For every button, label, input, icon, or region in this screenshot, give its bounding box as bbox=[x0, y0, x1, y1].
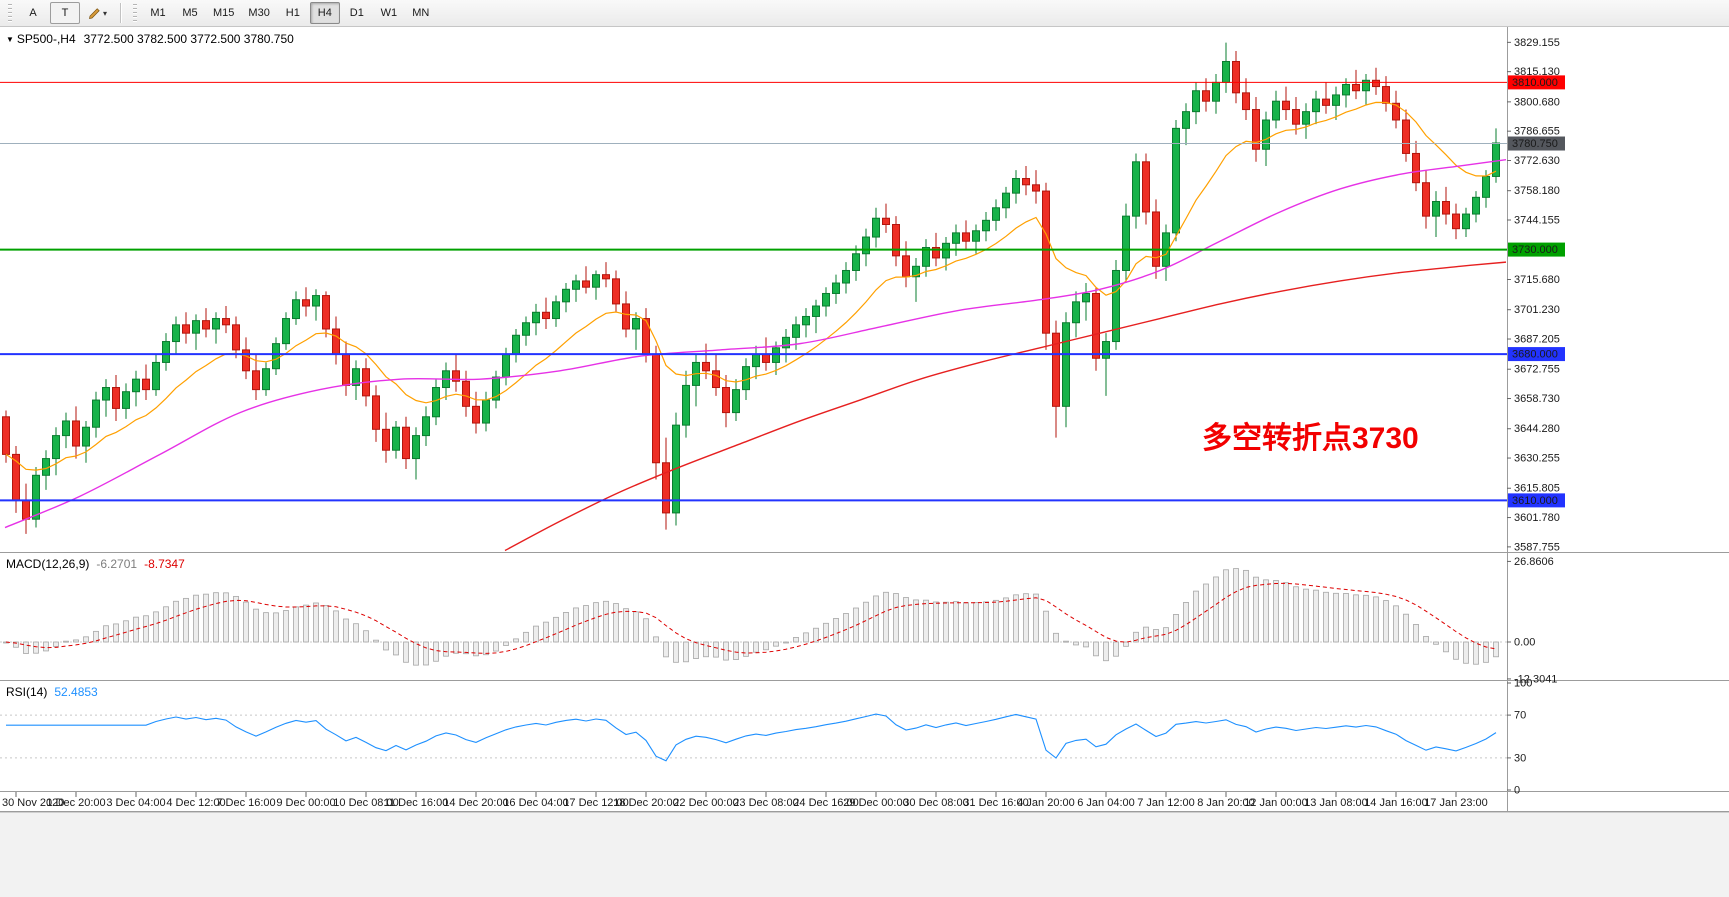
svg-text:29 Dec 00:00: 29 Dec 00:00 bbox=[843, 797, 908, 809]
toolbar: A T ▾ M1 M5 M15 M30 H1 H4 D1 W1 MN bbox=[0, 0, 1729, 27]
timeframe-m5-button[interactable]: M5 bbox=[182, 7, 198, 19]
annotate-tool-button[interactable]: A bbox=[29, 7, 37, 19]
svg-text:3758.180: 3758.180 bbox=[1514, 185, 1560, 197]
macd-histogram bbox=[3, 568, 1499, 666]
svg-text:3780.750: 3780.750 bbox=[1512, 138, 1558, 150]
svg-text:16 Dec 04:00: 16 Dec 04:00 bbox=[503, 797, 568, 809]
timeframe-h4-button[interactable]: H4 bbox=[309, 2, 340, 24]
toolbar-separator bbox=[120, 3, 123, 23]
rsi-axis-labels: 100 70 30 0 bbox=[1507, 678, 1532, 797]
draw-pen-icon bbox=[89, 7, 100, 19]
draw-tool-button[interactable]: ▾ bbox=[82, 2, 113, 24]
svg-text:3744.155: 3744.155 bbox=[1514, 214, 1560, 226]
ma-mid-line bbox=[4, 159, 1507, 529]
svg-text:31 Dec 16:00: 31 Dec 16:00 bbox=[963, 797, 1028, 809]
timeframe-m1-button[interactable]: M1 bbox=[150, 7, 166, 19]
price-tag: 3810.000 bbox=[1508, 75, 1565, 90]
svg-text:17 Dec 12:00: 17 Dec 12:00 bbox=[563, 797, 628, 809]
timeframe-mn-button[interactable]: MN bbox=[412, 7, 430, 19]
svg-text:0.00: 0.00 bbox=[1514, 637, 1535, 649]
svg-text:23 Dec 08:00: 23 Dec 08:00 bbox=[733, 797, 798, 809]
svg-text:-12.3041: -12.3041 bbox=[1514, 673, 1557, 685]
svg-text:3687.205: 3687.205 bbox=[1514, 334, 1560, 346]
svg-text:3680.000: 3680.000 bbox=[1512, 349, 1558, 361]
ma-slow-line bbox=[504, 261, 1507, 552]
svg-text:3829.155: 3829.155 bbox=[1514, 37, 1560, 49]
svg-text:14 Dec 20:00: 14 Dec 20:00 bbox=[443, 797, 508, 809]
svg-text:26.8606: 26.8606 bbox=[1514, 556, 1554, 568]
svg-text:6 Jan 04:00: 6 Jan 04:00 bbox=[1077, 797, 1135, 809]
svg-text:3786.655: 3786.655 bbox=[1514, 126, 1560, 138]
svg-text:3630.255: 3630.255 bbox=[1514, 453, 1560, 465]
ma-fast-line bbox=[5, 101, 1497, 471]
svg-text:3730.000: 3730.000 bbox=[1512, 244, 1558, 256]
empty-window-area bbox=[0, 812, 1729, 897]
svg-text:3715.680: 3715.680 bbox=[1514, 274, 1560, 286]
svg-text:30: 30 bbox=[1514, 752, 1526, 764]
svg-text:3587.755: 3587.755 bbox=[1514, 541, 1560, 553]
rsi-line bbox=[6, 713, 1497, 762]
svg-text:3672.755: 3672.755 bbox=[1514, 364, 1560, 376]
svg-text:12 Jan 00:00: 12 Jan 00:00 bbox=[1244, 797, 1308, 809]
svg-text:3 Dec 04:00: 3 Dec 04:00 bbox=[106, 797, 165, 809]
timeframe-m15-button[interactable]: M15 bbox=[213, 7, 235, 19]
svg-text:3772.630: 3772.630 bbox=[1514, 155, 1560, 167]
svg-text:3644.280: 3644.280 bbox=[1514, 423, 1560, 435]
svg-text:3701.230: 3701.230 bbox=[1514, 304, 1560, 316]
svg-text:17 Jan 23:00: 17 Jan 23:00 bbox=[1424, 797, 1488, 809]
candlesticks bbox=[2, 42, 1500, 534]
macd-axis-labels: 26.8606 0.00 -12.3041 bbox=[1507, 556, 1557, 685]
svg-text:4 Jan 20:00: 4 Jan 20:00 bbox=[1017, 797, 1075, 809]
timeframe-m30-button[interactable]: M30 bbox=[248, 7, 270, 19]
svg-text:3601.780: 3601.780 bbox=[1514, 512, 1560, 524]
price-tag: 3680.000 bbox=[1508, 347, 1565, 362]
price-tag: 3610.000 bbox=[1508, 493, 1565, 508]
svg-text:24 Dec 16:00: 24 Dec 16:00 bbox=[793, 797, 858, 809]
svg-text:3615.805: 3615.805 bbox=[1514, 483, 1560, 495]
svg-text:3800.680: 3800.680 bbox=[1514, 96, 1560, 108]
svg-text:4 Dec 12:00: 4 Dec 12:00 bbox=[166, 797, 225, 809]
svg-text:10 Dec 08:00: 10 Dec 08:00 bbox=[333, 797, 398, 809]
svg-text:7 Jan 12:00: 7 Jan 12:00 bbox=[1137, 797, 1195, 809]
price-tag: 3730.000 bbox=[1508, 242, 1565, 257]
price-axis-ticks: 3829.155 3815.130 3800.680 3786.655 3772.630… bbox=[1507, 37, 1560, 553]
svg-text:30 Dec 08:00: 30 Dec 08:00 bbox=[903, 797, 968, 809]
svg-text:3810.000: 3810.000 bbox=[1512, 77, 1558, 89]
svg-text:13 Jan 08:00: 13 Jan 08:00 bbox=[1304, 797, 1368, 809]
svg-text:8 Jan 20:00: 8 Jan 20:00 bbox=[1197, 797, 1255, 809]
text-tool-button[interactable]: T bbox=[50, 2, 80, 24]
svg-text:100: 100 bbox=[1514, 678, 1532, 690]
timeframe-h1-button[interactable]: H1 bbox=[285, 7, 300, 19]
toolbar-grip-icon bbox=[133, 4, 138, 22]
svg-text:11 Dec 16:00: 11 Dec 16:00 bbox=[384, 797, 449, 809]
svg-text:22 Dec 00:00: 22 Dec 00:00 bbox=[673, 797, 738, 809]
svg-text:3815.130: 3815.130 bbox=[1514, 66, 1560, 78]
svg-text:18 Dec 20:00: 18 Dec 20:00 bbox=[613, 797, 678, 809]
price-tag: 3780.750 bbox=[1508, 136, 1565, 151]
macd-signal-line bbox=[5, 582, 1497, 654]
timeframe-d1-button[interactable]: D1 bbox=[349, 7, 364, 19]
svg-text:3658.730: 3658.730 bbox=[1514, 393, 1560, 405]
toolbar-grip-icon bbox=[8, 4, 12, 22]
svg-text:0: 0 bbox=[1514, 785, 1520, 797]
svg-text:14 Jan 16:00: 14 Jan 16:00 bbox=[1364, 797, 1428, 809]
svg-text:1 Dec 20:00: 1 Dec 20:00 bbox=[46, 797, 105, 809]
svg-text:70: 70 bbox=[1514, 710, 1526, 722]
svg-text:30 Nov 2020: 30 Nov 2020 bbox=[2, 797, 64, 809]
chart-canvas[interactable]: 3829.155 3815.130 3800.680 3786.655 3772.630… bbox=[0, 27, 1729, 812]
svg-text:7 Dec 16:00: 7 Dec 16:00 bbox=[216, 797, 275, 809]
svg-text:9 Dec 00:00: 9 Dec 00:00 bbox=[276, 797, 335, 809]
chevron-down-icon: ▾ bbox=[103, 8, 108, 18]
svg-text:3610.000: 3610.000 bbox=[1512, 495, 1558, 507]
timeframe-w1-button[interactable]: W1 bbox=[380, 7, 398, 19]
